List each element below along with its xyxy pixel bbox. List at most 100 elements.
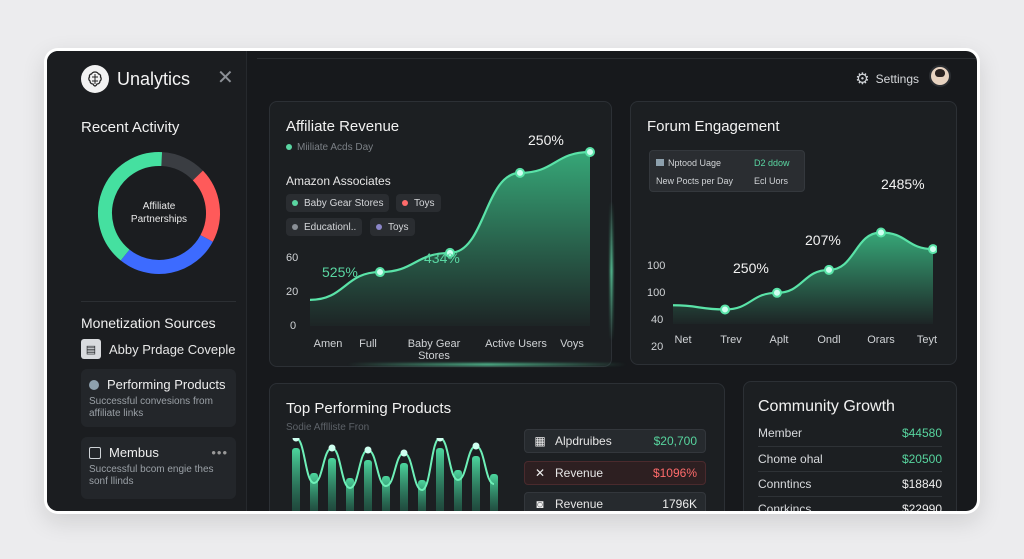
membus-label: Membus (109, 445, 159, 460)
glow-accent (610, 201, 613, 341)
community-growth-title: Community Growth (758, 398, 895, 415)
membus-card[interactable]: Membus ••• Successful bcom engie thes so… (81, 437, 236, 499)
donut-segment (120, 234, 213, 274)
brand[interactable]: Unalytics (81, 65, 190, 93)
top-products-subtitle: Sodie Afflliste Fron (286, 422, 370, 433)
affiliate-revenue-card: Affiliate Revenue Miiliate Acds Day Amaz… (269, 101, 612, 367)
x-tick: Amen (313, 338, 343, 350)
divider (81, 301, 236, 302)
donut-center-label: Affiliate Partnerships (130, 201, 188, 225)
forum-legend: Nptood Uage D2 ddow New Pocts per Day Ec… (649, 150, 805, 192)
camera-icon: ◙ (536, 497, 544, 511)
glow-accent (347, 363, 627, 366)
bar (382, 476, 390, 511)
top-products-chart (292, 438, 498, 511)
point-label: 2485% (881, 176, 925, 192)
tools-icon: ✕ (534, 466, 546, 480)
grid-icon: ▦ (534, 434, 546, 448)
data-point (364, 446, 372, 454)
legend-item: New Pocts per Day (656, 176, 734, 186)
y-tick: 40 (651, 314, 664, 326)
y-tick: 60 (286, 252, 299, 264)
x-tick: Full (359, 338, 377, 350)
chip-toys[interactable]: Toys (396, 194, 441, 212)
bar (292, 448, 300, 511)
legend-value: Ecl Uors (754, 176, 789, 186)
globe-icon (89, 379, 99, 390)
more-options-icon[interactable]: ••• (211, 445, 228, 460)
donut-segment (192, 170, 220, 242)
donut-chart: Affiliate Partnerships (95, 149, 223, 277)
community-growth-card: Community Growth Member $44580 Chome ohal… (743, 381, 957, 511)
data-point (436, 438, 444, 442)
growth-row: Conrkincs $22990 (758, 502, 942, 511)
bar (418, 480, 426, 511)
performing-products-card[interactable]: Performing Products Successful convesion… (81, 369, 236, 427)
settings-button[interactable]: ⚙ Settings (855, 69, 919, 89)
bar (436, 448, 444, 511)
data-point (292, 438, 300, 442)
bar (400, 463, 408, 511)
trend-line (295, 438, 495, 492)
x-tick: Aplt (769, 334, 789, 346)
growth-row: Conntincs $18840 (758, 477, 942, 491)
bar (490, 474, 498, 511)
point-label: 525% (322, 264, 358, 280)
data-point (720, 304, 730, 315)
recent-activity-title: Recent Activity (81, 119, 180, 136)
chip-toys-2[interactable]: Toys (370, 218, 415, 236)
performing-products-label: Performing Products (107, 377, 226, 392)
monetization-item[interactable]: ▤ Abby Prdage Coveple (81, 339, 235, 359)
product-row[interactable]: ✕ Revenue $1096% (524, 461, 706, 485)
data-point (472, 442, 480, 450)
area-fill (310, 152, 590, 326)
point-label: 250% (733, 260, 769, 276)
performing-products-sub: Successful convesions from affiliate lin… (89, 396, 213, 419)
chip-baby-gear[interactable]: Baby Gear Stores (286, 194, 390, 212)
x-tick: Net (674, 334, 692, 346)
product-row[interactable]: ◙ Revenue 1796K (524, 492, 706, 511)
point-label: 250% (528, 132, 564, 148)
forum-engagement-chart (672, 227, 937, 324)
bar (310, 473, 318, 511)
divider (758, 446, 942, 447)
y-tick: 0 (290, 320, 297, 332)
brain-logo-icon (81, 65, 109, 93)
point-label: 434% (424, 250, 460, 266)
data-point (824, 264, 834, 275)
data-point (515, 167, 525, 178)
data-point (772, 287, 782, 298)
bar (472, 456, 480, 511)
data-point (585, 147, 595, 157)
dashboard-app: Unalytics ✕ Recent Activity Affiliate Pa… (47, 51, 977, 511)
x-tick: Baby Gear Stores (407, 338, 461, 362)
x-tick: Ondl (817, 334, 841, 346)
affiliate-revenue-title: Affiliate Revenue (286, 118, 400, 135)
legend-item: Nptood Uage (656, 158, 721, 168)
close-icon[interactable]: ✕ (217, 67, 234, 89)
x-tick: Active Users (485, 338, 547, 350)
amazon-associates-label: Amazon Associates (286, 174, 391, 188)
area-fill (673, 232, 933, 324)
affiliate-revenue-chart (309, 147, 595, 326)
y-tick: 20 (651, 341, 664, 353)
affiliate-revenue-subtitle: Miiliate Acds Day (286, 142, 373, 153)
x-tick: Teyt (916, 334, 938, 346)
top-bar (257, 51, 977, 59)
donut-segment (98, 152, 163, 261)
chip-educational[interactable]: Educationl.. (286, 218, 363, 236)
data-point (328, 444, 336, 452)
data-point (375, 267, 385, 278)
data-point (876, 227, 886, 238)
store-icon: ▤ (81, 339, 101, 359)
data-point (445, 247, 455, 258)
point-label: 207% (805, 232, 841, 248)
bar (364, 460, 372, 511)
avatar[interactable] (929, 65, 951, 87)
growth-row: Chome ohal $20500 (758, 452, 942, 466)
gear-icon: ⚙ (855, 71, 870, 88)
sidebar: Unalytics ✕ Recent Activity Affiliate Pa… (47, 51, 247, 511)
bar (454, 470, 462, 511)
product-row[interactable]: ▦ Alpdruibes $20,700 (524, 429, 706, 453)
y-tick: 100 (647, 287, 666, 299)
